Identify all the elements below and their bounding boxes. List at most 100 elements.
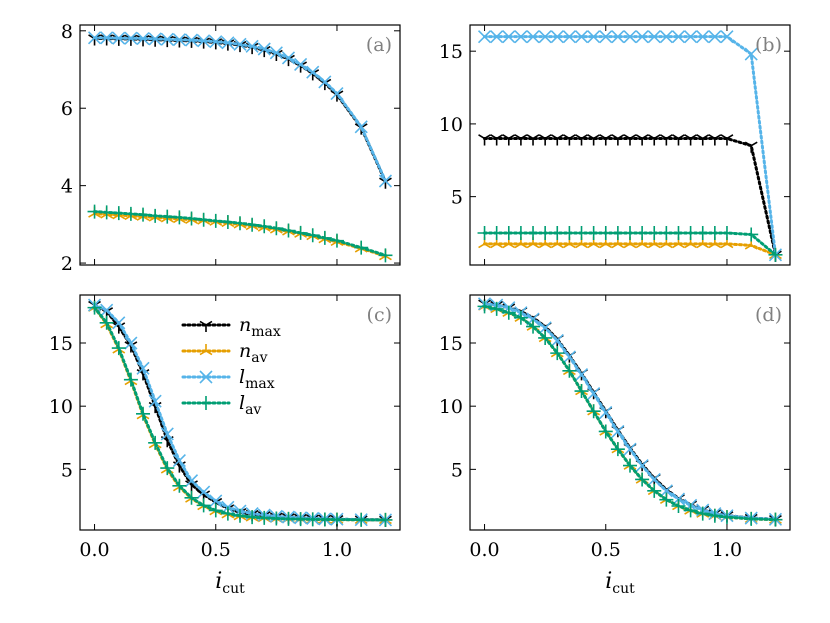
point-l-av xyxy=(208,503,223,518)
series-n-av xyxy=(478,236,782,260)
point-l-av xyxy=(501,305,516,320)
point-l-max xyxy=(562,350,576,364)
point-l-max xyxy=(172,453,186,468)
point-l-max xyxy=(623,30,637,44)
axes-frame xyxy=(469,294,791,531)
point-l-max xyxy=(294,57,308,72)
legend-entry-l-max: lmax xyxy=(181,366,275,392)
point-l-av xyxy=(329,233,344,248)
y-tick-label: 5 xyxy=(61,459,73,481)
point-l-av xyxy=(744,227,759,242)
panel-label: (d) xyxy=(755,304,782,326)
line-n-av xyxy=(483,242,777,257)
point-l-max xyxy=(647,30,661,44)
point-l-max xyxy=(550,30,564,44)
point-l-av xyxy=(136,207,151,222)
point-l-max xyxy=(611,30,625,44)
y-tick-label: 10 xyxy=(439,396,463,418)
point-l-av xyxy=(719,510,734,525)
point-l-av xyxy=(513,226,528,240)
point-l-max xyxy=(684,30,698,44)
point-l-max xyxy=(599,405,613,420)
point-l-av xyxy=(574,384,589,399)
point-n-max xyxy=(647,134,661,146)
point-l-max xyxy=(635,30,649,44)
x-tick-label: 0.0 xyxy=(469,539,499,561)
point-n-max xyxy=(502,134,516,146)
panel-label: (a) xyxy=(366,34,392,56)
x-axis-label-left: icut xyxy=(215,569,245,597)
line-l-av xyxy=(483,304,777,522)
point-l-max xyxy=(281,51,296,65)
point-n-max xyxy=(720,134,734,146)
point-l-max xyxy=(671,30,686,44)
x-tick-label: 0.0 xyxy=(79,539,109,561)
point-l-max xyxy=(160,427,174,441)
point-l-av xyxy=(623,458,637,473)
point-l-max xyxy=(477,30,492,44)
point-l-av xyxy=(671,498,686,513)
point-l-av xyxy=(562,226,577,240)
axes-frame xyxy=(79,294,401,531)
point-l-av xyxy=(184,490,199,505)
point-l-av xyxy=(671,226,686,240)
point-l-av xyxy=(245,510,260,525)
point-l-av xyxy=(598,226,613,240)
point-l-av xyxy=(610,442,625,457)
point-l-max xyxy=(136,361,150,375)
point-l-max xyxy=(574,368,589,382)
legend-marker xyxy=(199,370,213,384)
point-n-max xyxy=(587,134,601,146)
point-l-max xyxy=(112,316,126,330)
point-l-max xyxy=(306,65,320,79)
line-l-max xyxy=(483,302,777,521)
series-l-av xyxy=(477,299,783,527)
series-l-av xyxy=(477,226,783,262)
line-n-max xyxy=(483,302,777,521)
point-l-max xyxy=(87,31,102,45)
point-l-max xyxy=(100,31,114,45)
legend-entry-l-av: lav xyxy=(181,392,261,418)
point-l-max xyxy=(744,47,758,61)
point-l-max xyxy=(635,458,649,473)
point-l-av xyxy=(220,506,235,521)
series-n-max xyxy=(88,34,392,189)
point-l-max xyxy=(233,37,247,51)
point-l-av xyxy=(269,511,284,526)
y-tick-label: 10 xyxy=(49,396,73,418)
point-l-max xyxy=(562,30,576,44)
point-n-max xyxy=(526,134,540,146)
legend-label: lav xyxy=(239,392,261,418)
line-l-max xyxy=(93,36,387,183)
point-l-av xyxy=(87,204,102,219)
point-l-av xyxy=(683,503,698,518)
y-tick-label: 15 xyxy=(439,333,463,355)
point-n-max xyxy=(611,134,625,146)
legend-label: nav xyxy=(239,340,268,366)
line-n-av xyxy=(483,304,777,522)
series-n-max xyxy=(478,134,782,262)
point-l-av xyxy=(245,217,260,232)
y-tick-label: 10 xyxy=(439,114,463,136)
point-n-max xyxy=(575,134,588,146)
point-l-max xyxy=(221,36,235,50)
point-l-av xyxy=(574,226,589,240)
point-l-av xyxy=(233,508,247,523)
point-l-max xyxy=(587,386,601,401)
point-l-max xyxy=(538,30,552,44)
point-l-av xyxy=(123,372,138,387)
point-n-max xyxy=(672,134,685,146)
point-l-av xyxy=(196,498,211,513)
point-l-max xyxy=(257,42,271,56)
point-l-av xyxy=(123,206,138,221)
point-l-av xyxy=(635,472,650,487)
point-l-max xyxy=(490,30,504,44)
point-l-av xyxy=(220,215,235,230)
panel-label: (c) xyxy=(367,304,392,326)
point-n-max xyxy=(490,134,504,146)
point-l-av xyxy=(477,226,492,240)
point-l-av xyxy=(659,226,674,240)
point-l-av xyxy=(635,226,650,240)
point-l-av xyxy=(293,512,308,527)
